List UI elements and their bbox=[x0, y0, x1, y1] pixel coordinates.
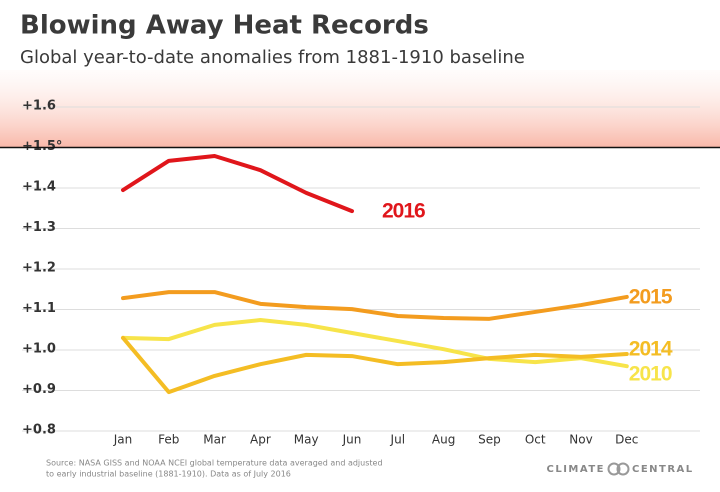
logo-ring bbox=[607, 462, 621, 476]
x-tick-label: Jan bbox=[113, 433, 133, 447]
x-tick-label: Jul bbox=[390, 433, 405, 447]
x-tick-label: Feb bbox=[158, 433, 179, 447]
x-tick-label: May bbox=[294, 433, 319, 447]
series-label: 2015 bbox=[629, 285, 673, 308]
y-tick-label: +1.2 bbox=[22, 261, 56, 276]
y-tick-label: +1.5° bbox=[22, 139, 62, 154]
y-tick-label: +1.3 bbox=[22, 220, 56, 235]
x-tick-label: Dec bbox=[615, 433, 638, 447]
x-tick-label: Apr bbox=[250, 433, 271, 447]
source: Source: NASA GISS and NOAA NCEI global t… bbox=[46, 459, 383, 468]
x-tick-label: Jun bbox=[342, 433, 362, 447]
logo-ring bbox=[616, 462, 630, 476]
series-line bbox=[121, 318, 629, 369]
chart-title: Blowing Away Heat Records bbox=[20, 11, 429, 41]
chart-subtitle: Global year-to-date anomalies from 1881-… bbox=[20, 47, 525, 68]
x-tick-label: Mar bbox=[203, 433, 226, 447]
x-tick-label: Oct bbox=[525, 433, 546, 447]
series-label: 2016 bbox=[382, 200, 425, 223]
series-label: 2010 bbox=[629, 363, 672, 386]
series-line bbox=[121, 154, 354, 214]
y-tick-label: +1.4 bbox=[22, 180, 56, 195]
series-line bbox=[121, 335, 629, 395]
threshold-zone bbox=[0, 70, 720, 148]
brand-logo: CLIMATE CENTRAL bbox=[547, 462, 694, 476]
y-tick-label: +1.0 bbox=[22, 342, 56, 357]
x-tick-label: Aug bbox=[432, 433, 455, 447]
x-tick-label: Nov bbox=[569, 433, 592, 447]
y-tick-label: +1.6 bbox=[22, 99, 56, 114]
y-tick-label: +1.1 bbox=[22, 301, 56, 316]
series-line bbox=[121, 290, 629, 321]
brand-text: CLIMATE bbox=[547, 464, 606, 475]
y-tick-label: +0.8 bbox=[22, 423, 56, 438]
brand-text: CENTRAL bbox=[632, 464, 694, 475]
source: to early industrial baseline (1881-1910)… bbox=[46, 470, 291, 479]
y-tick-label: +0.9 bbox=[22, 382, 56, 397]
x-tick-label: Sep bbox=[478, 433, 501, 447]
series-label: 2014 bbox=[629, 338, 673, 361]
